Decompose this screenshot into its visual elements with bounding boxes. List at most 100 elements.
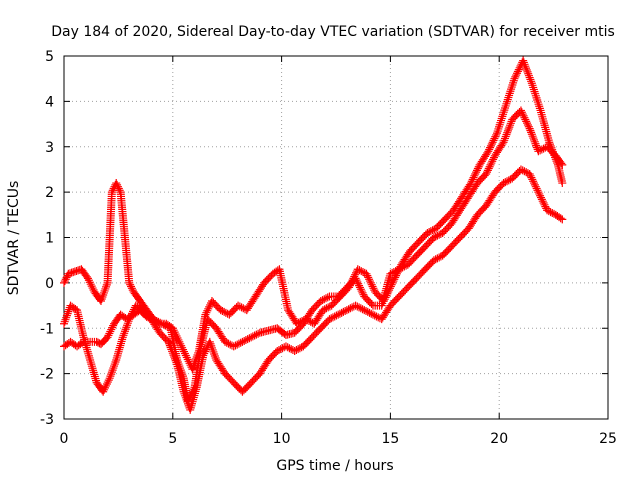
data-point bbox=[396, 262, 405, 271]
data-point bbox=[365, 308, 374, 317]
data-point bbox=[84, 276, 93, 285]
data-point bbox=[497, 114, 506, 123]
data-point bbox=[489, 153, 498, 162]
data-point bbox=[85, 278, 94, 287]
data-point bbox=[62, 311, 71, 320]
data-point bbox=[105, 374, 114, 383]
data-point bbox=[104, 331, 113, 340]
data-point bbox=[278, 344, 287, 353]
data-point bbox=[496, 118, 505, 127]
data-point bbox=[118, 333, 127, 342]
data-point bbox=[519, 111, 528, 120]
data-point bbox=[113, 180, 122, 189]
data-point bbox=[127, 282, 136, 291]
data-point bbox=[537, 145, 546, 154]
data-point bbox=[428, 226, 437, 235]
data-point bbox=[551, 155, 560, 164]
data-point bbox=[128, 309, 137, 318]
data-point bbox=[495, 122, 504, 131]
data-point bbox=[245, 334, 254, 343]
data-point bbox=[369, 284, 378, 293]
data-point bbox=[499, 138, 508, 147]
data-point bbox=[355, 281, 364, 290]
data-point bbox=[548, 208, 557, 217]
data-point bbox=[206, 339, 215, 348]
data-point bbox=[104, 376, 113, 385]
data-point bbox=[503, 128, 512, 137]
data-point bbox=[349, 274, 358, 283]
data-point bbox=[365, 275, 374, 284]
data-point bbox=[194, 348, 203, 357]
data-point bbox=[525, 124, 534, 133]
data-point bbox=[435, 253, 444, 262]
data-point bbox=[337, 308, 346, 317]
data-point bbox=[154, 318, 163, 327]
data-point bbox=[485, 145, 494, 154]
data-point bbox=[127, 311, 136, 320]
data-point bbox=[105, 329, 114, 338]
data-point bbox=[433, 231, 442, 240]
data-point bbox=[238, 337, 247, 346]
data-point bbox=[522, 168, 531, 177]
data-point bbox=[525, 73, 534, 82]
data-point bbox=[533, 95, 542, 104]
data-point bbox=[524, 71, 533, 80]
data-point bbox=[122, 323, 131, 332]
data-point bbox=[170, 352, 179, 361]
data-point bbox=[491, 132, 500, 141]
data-point bbox=[202, 308, 211, 317]
data-point bbox=[482, 169, 491, 178]
data-point bbox=[391, 273, 400, 282]
data-point bbox=[60, 319, 68, 328]
data-point bbox=[503, 126, 512, 135]
x-tick-label: 0 bbox=[60, 431, 69, 447]
data-point bbox=[60, 317, 69, 326]
data-point bbox=[356, 304, 365, 313]
data-point bbox=[529, 134, 538, 143]
data-point bbox=[508, 80, 517, 89]
y-tick-label: -2 bbox=[40, 367, 54, 383]
data-point bbox=[486, 141, 495, 150]
data-point bbox=[370, 311, 379, 320]
data-point bbox=[506, 119, 515, 128]
data-point bbox=[546, 141, 555, 150]
data-point bbox=[102, 282, 111, 291]
data-point bbox=[541, 202, 550, 211]
data-point bbox=[383, 289, 392, 298]
data-point bbox=[390, 275, 399, 284]
data-point bbox=[121, 325, 130, 334]
y-tick-label: 5 bbox=[45, 49, 54, 65]
data-point bbox=[388, 278, 397, 287]
data-point bbox=[224, 339, 233, 348]
data-point bbox=[474, 162, 483, 171]
data-point bbox=[372, 312, 381, 321]
data-point bbox=[99, 290, 108, 299]
data-point bbox=[498, 112, 507, 121]
data-point bbox=[506, 121, 515, 130]
data-point bbox=[318, 296, 327, 305]
data-point bbox=[503, 177, 512, 186]
data-point bbox=[531, 139, 540, 148]
data-point bbox=[62, 273, 71, 282]
data-point bbox=[519, 58, 528, 67]
data-point bbox=[543, 206, 552, 215]
data-point bbox=[86, 280, 95, 289]
data-point bbox=[61, 275, 70, 284]
data-point bbox=[366, 278, 375, 287]
data-point bbox=[345, 283, 354, 292]
data-point bbox=[504, 124, 513, 133]
data-point bbox=[530, 180, 539, 189]
data-point bbox=[322, 304, 331, 313]
data-point bbox=[292, 319, 301, 328]
data-point bbox=[182, 353, 191, 362]
data-point bbox=[529, 85, 538, 94]
series-track-2 bbox=[60, 165, 567, 414]
data-point bbox=[171, 330, 180, 339]
data-point bbox=[527, 173, 536, 182]
data-point bbox=[358, 288, 367, 297]
grid-lines bbox=[64, 56, 608, 419]
data-point bbox=[170, 328, 179, 337]
data-point bbox=[534, 100, 543, 109]
data-point bbox=[523, 120, 532, 129]
data-point bbox=[483, 148, 492, 157]
